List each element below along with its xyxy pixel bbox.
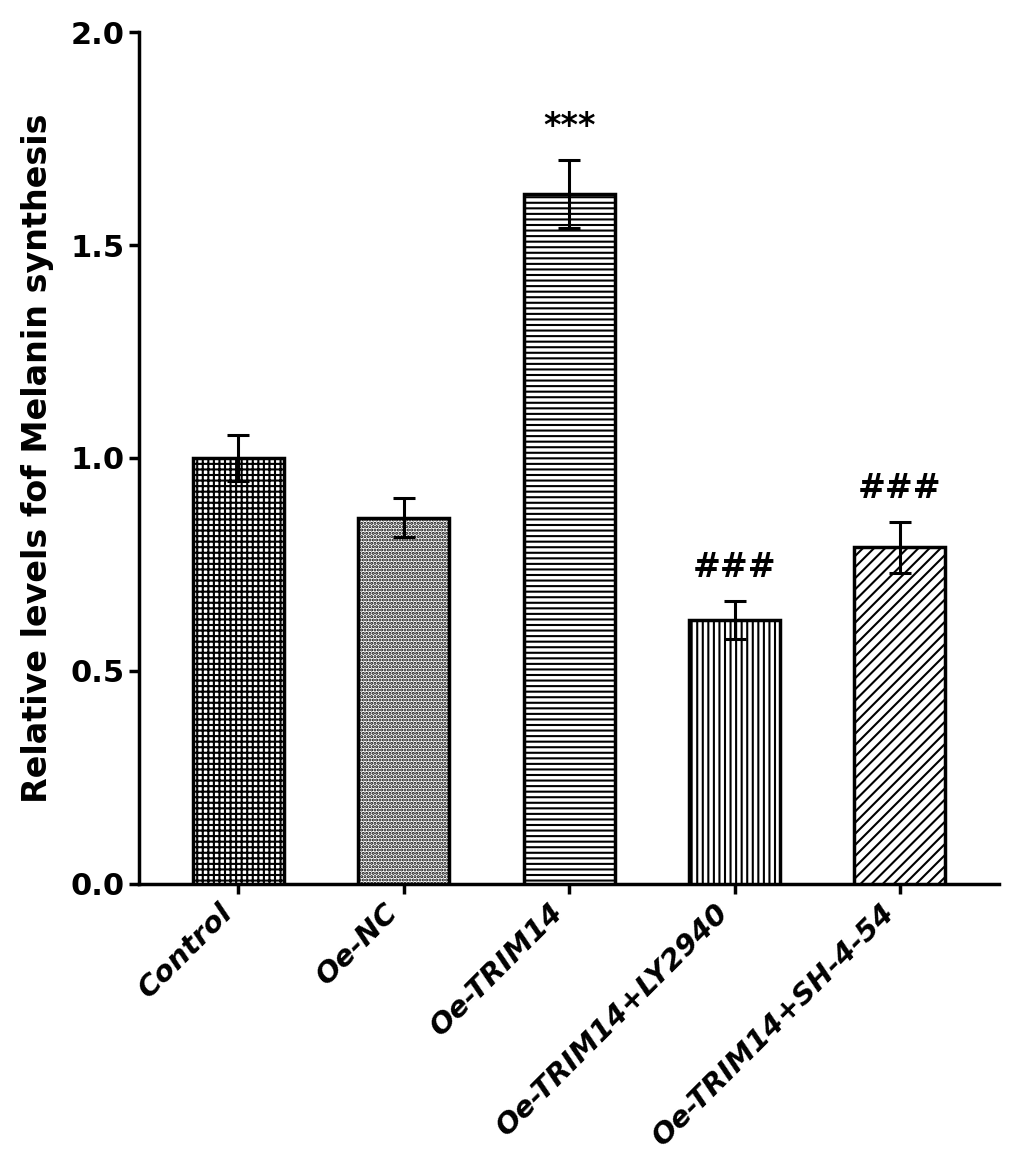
Bar — [854, 547, 945, 884]
Text: ###: ### — [857, 472, 941, 505]
Bar — [523, 195, 614, 884]
Text: ###: ### — [692, 551, 775, 584]
Y-axis label: Relative levels fof Melanin synthesis: Relative levels fof Melanin synthesis — [20, 114, 54, 803]
Bar — [193, 458, 283, 884]
Bar — [358, 518, 448, 884]
Text: ***: *** — [542, 110, 595, 143]
Bar — [689, 620, 780, 884]
